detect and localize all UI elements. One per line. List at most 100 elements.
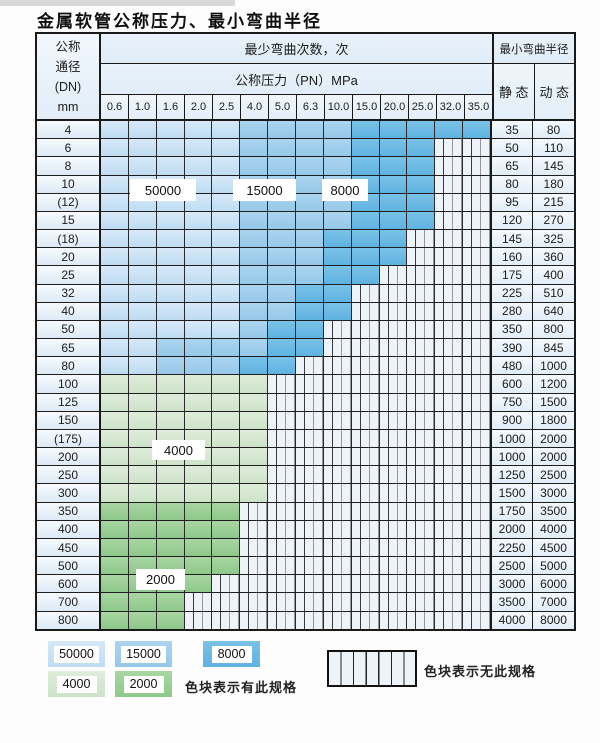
no-spec-cell <box>212 611 241 629</box>
spec-cell-50000 <box>184 230 213 248</box>
spec-cell-8000 <box>379 193 408 211</box>
dynamic-radius-cell: 270 <box>533 211 575 230</box>
dn-cell: 250 <box>37 466 101 484</box>
no-spec-cell <box>463 484 493 502</box>
spec-cell-15000 <box>296 139 324 157</box>
spec-cell-4000 <box>240 393 269 411</box>
spec-cell-2000 <box>184 520 213 538</box>
no-spec-cell <box>351 448 380 466</box>
spec-cell-15000 <box>268 211 297 230</box>
dn-cell: (12) <box>37 193 101 211</box>
spec-cell-2000 <box>128 538 157 557</box>
spec-cell-50000 <box>101 302 129 320</box>
spec-cell-2000 <box>156 520 185 538</box>
no-spec-cell <box>351 357 380 375</box>
no-spec-cell <box>351 484 380 502</box>
table-row: 800 4000 8000 <box>37 611 575 629</box>
spec-cell-50000 <box>101 157 129 175</box>
dn-cell: 32 <box>37 284 101 302</box>
dn-cell: 125 <box>37 393 101 411</box>
no-spec-cell <box>407 357 436 375</box>
spec-cell-8000 <box>323 266 352 284</box>
no-spec-cell <box>268 593 297 611</box>
no-spec-cell <box>463 211 493 230</box>
no-spec-cell <box>268 611 297 629</box>
spec-cell-15000 <box>296 211 324 230</box>
no-spec-cell <box>407 429 436 448</box>
dynamic-radius-cell: 4500 <box>533 538 575 557</box>
no-spec-cell <box>323 448 352 466</box>
table-row: 150 900 1800 <box>37 411 575 430</box>
spec-cell-15000 <box>156 339 185 357</box>
spec-cell-8000 <box>379 248 408 266</box>
spec-cell-8000 <box>296 284 324 302</box>
dn-cell: 500 <box>37 557 101 575</box>
spec-cell-50000 <box>212 211 241 230</box>
table-row: 32 225 510 <box>37 284 575 303</box>
spec-cell-4000 <box>101 375 129 393</box>
dn-cell: 15 <box>37 211 101 230</box>
spec-cell-15000 <box>240 121 269 139</box>
spec-cell-50000 <box>184 302 213 320</box>
pressure-tick: 4.0 <box>241 95 269 119</box>
spec-cell-8000 <box>351 157 380 175</box>
spec-cell-4000 <box>128 429 157 448</box>
no-spec-cell <box>407 302 436 320</box>
spec-cell-15000 <box>212 357 241 375</box>
spec-cell-2000 <box>184 575 213 593</box>
no-spec-cell <box>296 357 324 375</box>
no-spec-cell <box>379 611 408 629</box>
spec-cell-50000 <box>184 266 213 284</box>
pressure-header-group: 最少弯曲次数，次 公称压力（PN）MPa 0.6 1.0 1.6 2.0 2.5 4.0 5… <box>101 34 494 119</box>
no-spec-cell <box>323 557 352 575</box>
spec-table: 公称 通径 (DN) mm 最少弯曲次数，次 公称压力（PN）MPa 0.6 1.… <box>35 32 576 631</box>
no-spec-cell <box>351 339 380 357</box>
static-header-cell: 静 态 <box>494 64 535 119</box>
min-radius-header: 最小弯曲半径 <box>494 34 574 64</box>
no-spec-cell <box>463 448 493 466</box>
no-spec-cell <box>240 611 269 629</box>
no-spec-cell <box>379 302 408 320</box>
spec-cell-15000 <box>296 266 324 284</box>
no-spec-cell <box>351 502 380 520</box>
spec-cell-50000 <box>212 157 241 175</box>
zone-label-8000: 8000 <box>322 179 368 201</box>
spec-cell-15000 <box>268 139 297 157</box>
spec-cell-15000 <box>212 339 241 357</box>
no-spec-cell <box>323 611 352 629</box>
dn-cell: 80 <box>37 357 101 375</box>
spec-cell-8000 <box>407 121 436 139</box>
spec-cell-50000 <box>184 157 213 175</box>
spec-cell-15000 <box>323 211 352 230</box>
dn-cell: 200 <box>37 448 101 466</box>
no-spec-cell <box>184 593 213 611</box>
spec-cell-50000 <box>212 121 241 139</box>
static-radius-cell: 145 <box>492 230 534 248</box>
no-spec-cell <box>351 557 380 575</box>
table-row: 40 280 640 <box>37 302 575 321</box>
spec-cell-2000 <box>184 502 213 520</box>
dn-cell: 4 <box>37 121 101 139</box>
dn-cell: (18) <box>37 230 101 248</box>
no-spec-cell <box>379 339 408 357</box>
no-spec-cell <box>351 393 380 411</box>
no-spec-cell <box>268 448 297 466</box>
spec-cell-4000 <box>128 375 157 393</box>
no-spec-cell <box>212 575 241 593</box>
spec-cell-50000 <box>212 248 241 266</box>
spec-cell-50000 <box>184 248 213 266</box>
spec-cell-50000 <box>101 193 129 211</box>
spec-cell-15000 <box>268 248 297 266</box>
no-spec-cell <box>323 484 352 502</box>
spec-cell-50000 <box>212 320 241 339</box>
dn-cell: 65 <box>37 339 101 357</box>
spec-cell-15000 <box>240 284 269 302</box>
no-spec-cell <box>463 502 493 520</box>
no-spec-cell <box>268 502 297 520</box>
no-spec-cell <box>240 502 269 520</box>
spec-cell-8000 <box>407 175 436 193</box>
static-radius-cell: 2250 <box>492 538 534 557</box>
spec-cell-50000 <box>212 302 241 320</box>
no-spec-cell <box>379 484 408 502</box>
static-radius-cell: 1750 <box>492 502 534 520</box>
